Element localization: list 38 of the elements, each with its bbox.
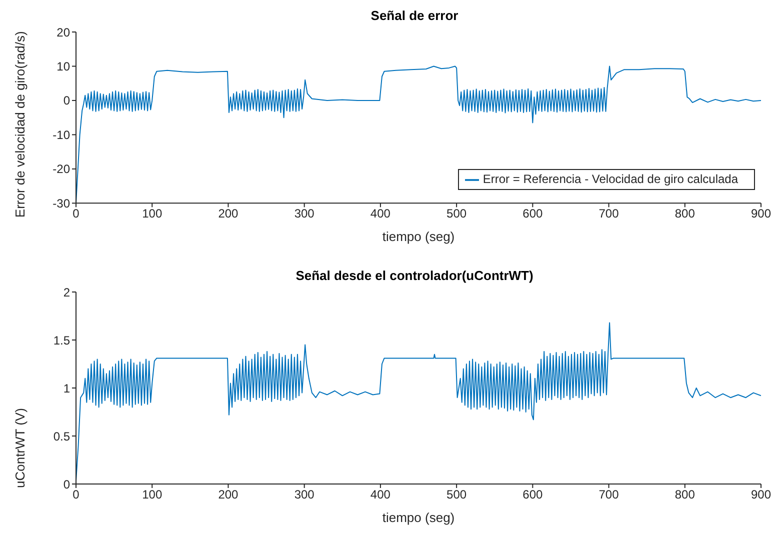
y-tick-label: 2	[63, 285, 70, 300]
y-tick-label: 0	[63, 94, 70, 108]
y-tick-label: 1	[63, 381, 70, 396]
legend-label: Error = Referencia - Velocidad de giro calculada	[482, 172, 738, 186]
x-tick-label: 200	[218, 488, 239, 502]
chart-title: Señal de error	[370, 8, 460, 25]
y-tick-label: 10	[56, 59, 70, 74]
x-tick-label: 700	[598, 206, 620, 221]
x-tick-label: 0	[72, 206, 80, 221]
x-tick-label: 400	[370, 488, 391, 502]
x-tick-label: 300	[294, 488, 315, 502]
x-tick-label: 800	[674, 206, 696, 221]
x-tick-label: 600	[522, 206, 543, 221]
x-axis-title: tiempo (seg)	[382, 510, 455, 525]
y-tick-label: 0.5	[53, 429, 70, 444]
y-tick-label: 1.5	[53, 333, 70, 348]
y-tick-label: 0	[63, 477, 70, 492]
y-tick-label: -10	[52, 128, 70, 142]
x-tick-label: 300	[294, 206, 315, 221]
x-tick-label: 100	[142, 488, 162, 502]
x-tick-label: 500	[446, 488, 467, 502]
x-tick-label: 200	[218, 206, 239, 221]
y-tick-label: 20	[56, 25, 70, 40]
x-tick-label: 900	[750, 206, 772, 221]
y-tick-label: -20	[52, 162, 70, 176]
x-tick-label: 900	[750, 488, 772, 502]
y-axis-title: uContrWT (V)	[12, 408, 28, 488]
x-tick-label: 0	[72, 488, 80, 502]
x-axis-title: tiempo (seg)	[382, 229, 455, 244]
x-tick-label: 700	[598, 488, 620, 502]
x-tick-label: 800	[674, 488, 696, 502]
x-tick-label: 100	[142, 206, 162, 221]
x-tick-label: 400	[370, 206, 391, 221]
x-tick-label: 500	[446, 206, 467, 221]
y-axis-title: Error de velocidad de giro(rad/s)	[12, 31, 28, 218]
chart-title: Señal desde el controlador(uContrWT)	[294, 268, 534, 285]
x-tick-label: 600	[522, 488, 543, 502]
y-tick-label: -30	[52, 196, 70, 210]
